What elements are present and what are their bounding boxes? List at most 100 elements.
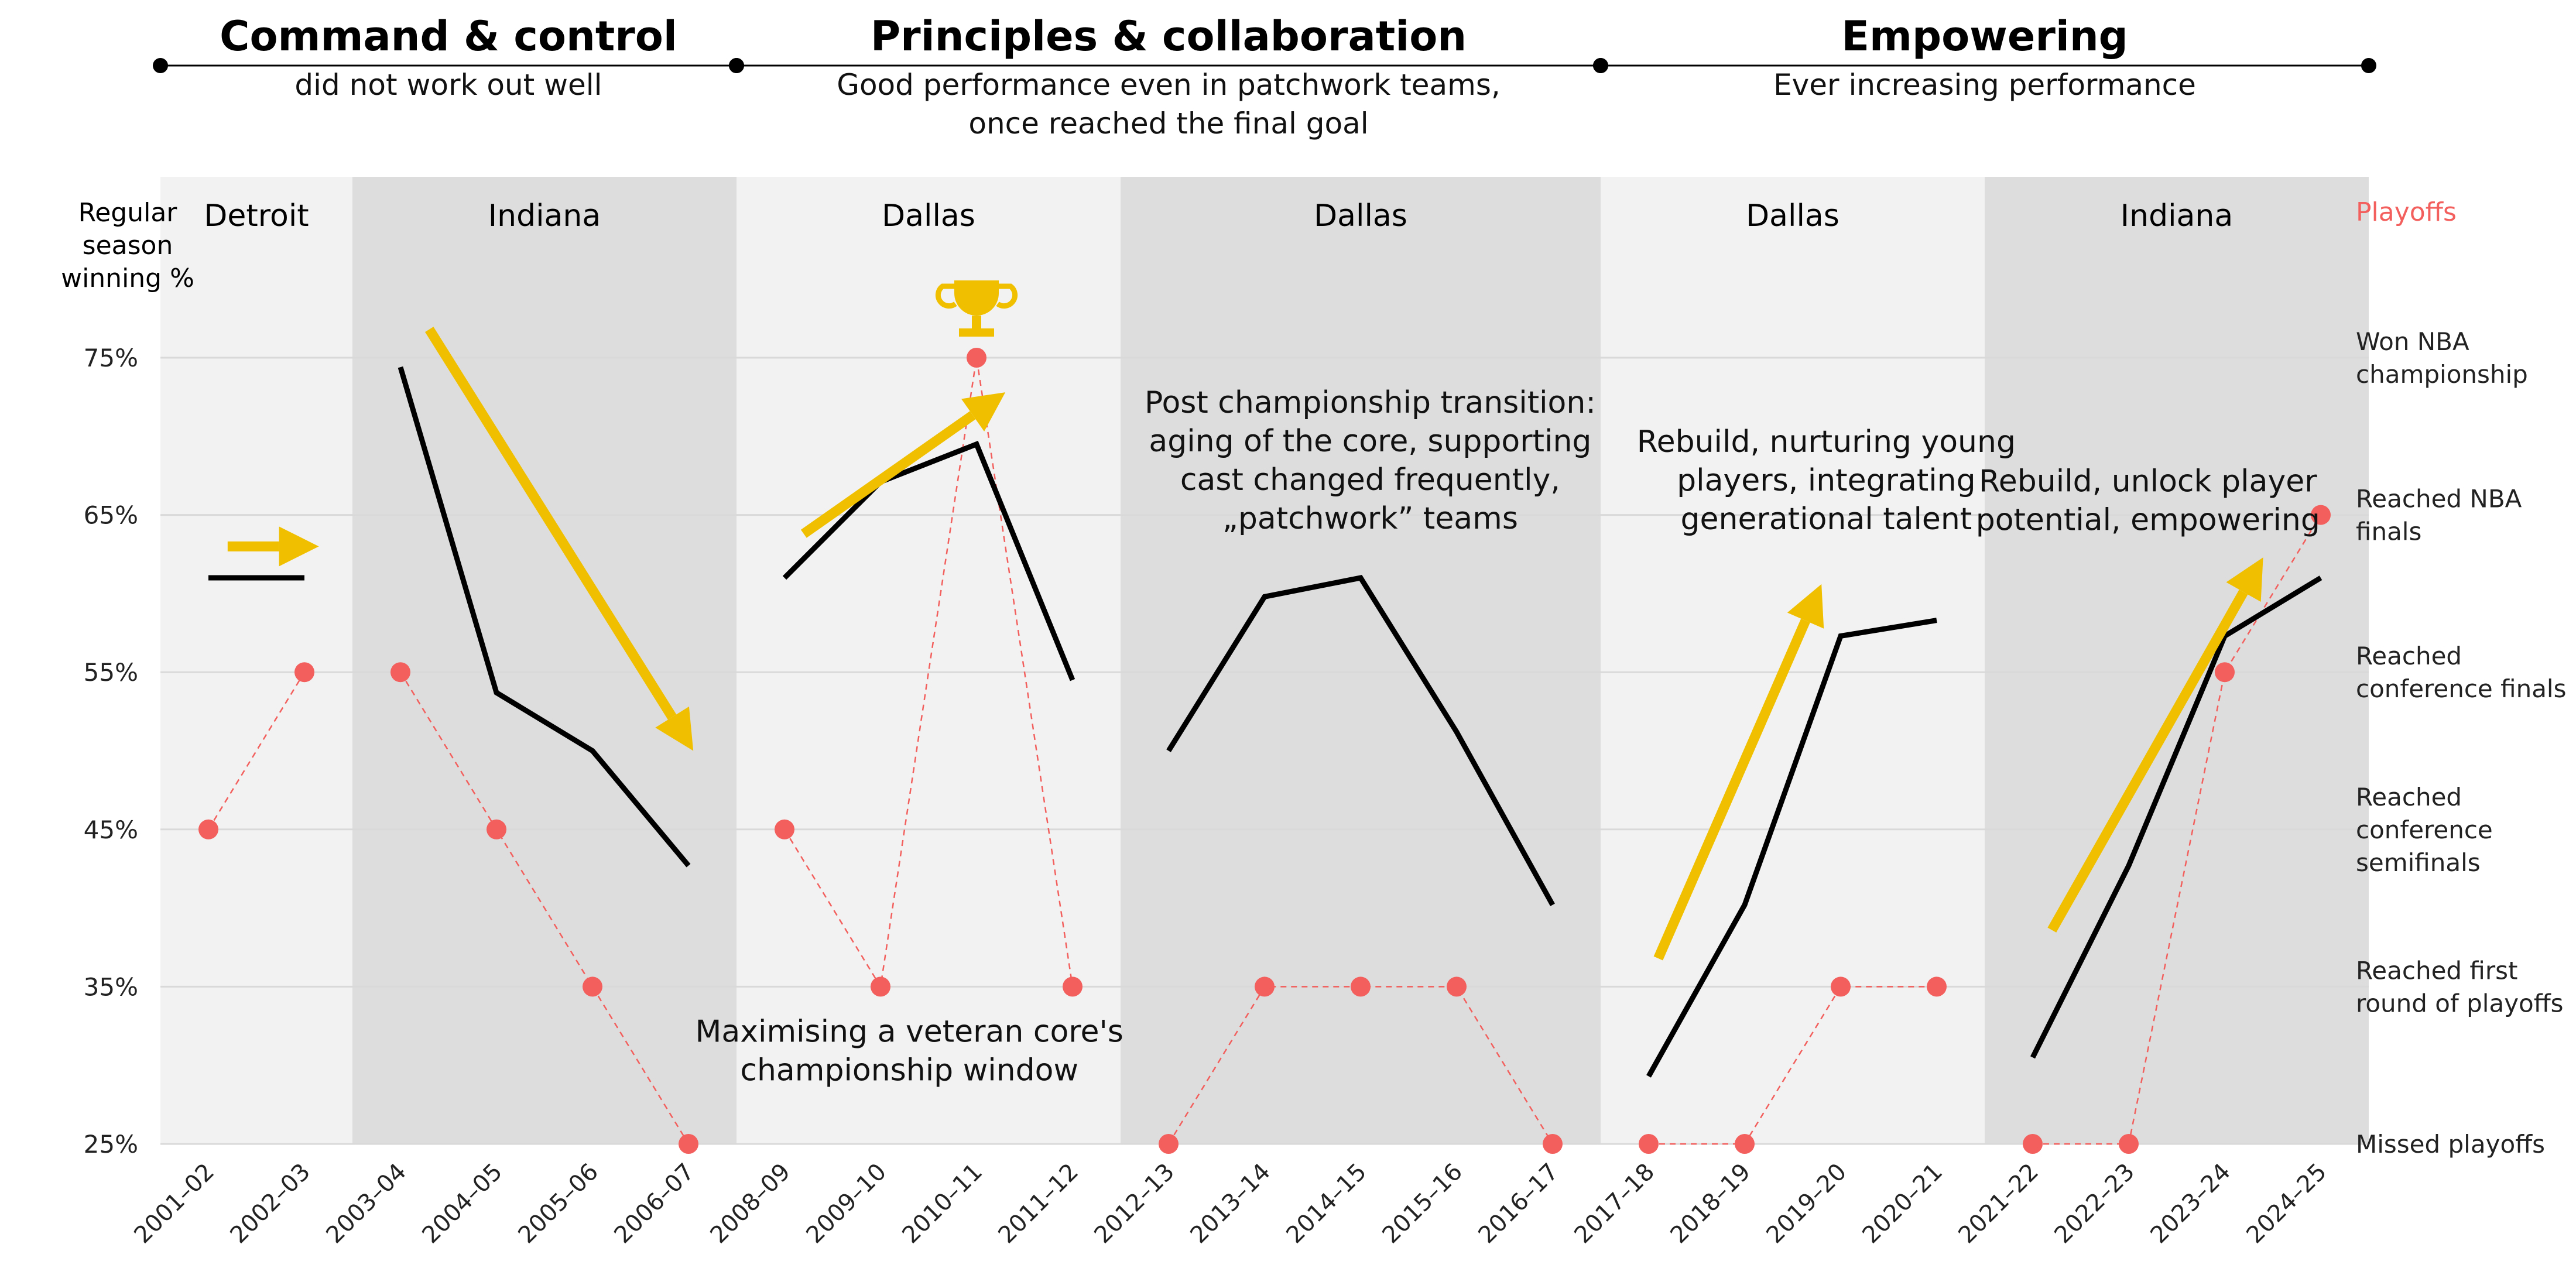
x-tick-label: 2002–03	[225, 1159, 316, 1249]
phase-subtitle: Good performance even in patchwork teams…	[837, 68, 1501, 141]
playoff-point	[1735, 1134, 1755, 1154]
trend-arrow-head	[2226, 557, 2263, 602]
phase-header: Empowering Ever increasing performance	[1593, 12, 2376, 102]
y-tick-label: 55%	[84, 658, 138, 687]
trend-arrow-shaft	[1653, 618, 1810, 961]
playoff-point	[1927, 976, 1947, 997]
regular-season-lines	[208, 366, 2322, 1078]
regular-season-line	[2030, 575, 2322, 1059]
playoff-level-label: Reached conference finals	[2356, 642, 2566, 703]
annotation-line: generational talent	[1681, 502, 1972, 537]
annotation-line: „patchwork” teams	[1222, 501, 1518, 536]
trend-arrow	[227, 526, 319, 567]
team-band	[737, 177, 1121, 1144]
x-tick-label: 2012–13	[1089, 1159, 1180, 1249]
annotation: Maximising a veteran core's championship …	[696, 1014, 1123, 1088]
regular-season-line	[398, 366, 691, 868]
x-tick-label: 2014–15	[1281, 1159, 1372, 1249]
annotation-line: Maximising a veteran core's	[696, 1014, 1123, 1049]
phase-headers: Command & control did not work out well Pr…	[153, 12, 2376, 141]
playoff-connector	[1649, 986, 1937, 1145]
y-tick-label: 75%	[84, 344, 138, 372]
y-axis-left-label-line: Regular	[78, 198, 178, 228]
playoff-level-label: Missed playoffs	[2356, 1130, 2545, 1159]
phase-header: Command & control did not work out well	[153, 12, 744, 102]
playoff-level-label-line: semifinals	[2356, 848, 2481, 877]
playoff-level-label-line: conference	[2356, 815, 2493, 844]
team-label: Dallas	[1314, 198, 1407, 234]
playoff-level-label-line: Reached	[2356, 642, 2462, 670]
x-tick-label: 2015–16	[1377, 1159, 1468, 1249]
annotation-line: championship window	[740, 1053, 1078, 1088]
playoff-point	[2023, 1134, 2043, 1154]
phase-subtitle-line: once reached the final goal	[968, 107, 1368, 141]
x-tick-label: 2020–21	[1857, 1159, 1948, 1249]
team-band	[1121, 177, 1601, 1144]
phase-rule-end	[153, 58, 168, 73]
team-label: Dallas	[1746, 198, 1839, 234]
playoff-point	[1543, 1134, 1563, 1154]
phase-rule-end	[2361, 58, 2376, 73]
y-axis-left-label-line: winning %	[61, 263, 194, 293]
y-axis-right-title: Playoffs	[2356, 197, 2457, 227]
trophy-handle-left	[935, 283, 957, 309]
playoff-level-label-line: round of playoffs	[2356, 989, 2564, 1017]
phase-subtitle-line: did not work out well	[294, 68, 602, 102]
team-band	[352, 177, 737, 1144]
playoff-point	[1447, 976, 1467, 997]
phase-rule-end	[1593, 58, 1608, 73]
playoff-level-label-line: conference finals	[2356, 674, 2566, 703]
regular-season-line	[782, 440, 1075, 681]
x-tick-label: 2010–11	[897, 1159, 988, 1249]
y-axis-left-label-line: season	[83, 231, 173, 261]
x-tick-label: 2001–02	[129, 1159, 220, 1249]
trend-arrow	[2047, 557, 2263, 933]
playoff-point	[294, 662, 314, 683]
playoff-point	[2215, 662, 2235, 683]
trend-arrow-head	[279, 526, 319, 567]
regular-season-line	[1646, 618, 1937, 1078]
trend-arrow-head	[655, 706, 694, 751]
x-tick-label: 2016–17	[1473, 1159, 1564, 1249]
annotation: Post championship transition: aging of th…	[1145, 385, 1596, 536]
phase-title: Principles & collaboration	[871, 12, 1467, 60]
trend-arrow-head	[961, 392, 1006, 431]
playoff-connector	[399, 671, 690, 1145]
playoff-point	[871, 976, 890, 997]
phase-subtitle: did not work out well	[294, 68, 602, 102]
annotation-line: players, integrating	[1677, 463, 1975, 498]
playoff-point	[1831, 976, 1851, 997]
trend-arrow	[1653, 584, 1824, 961]
y-tick-label: 25%	[84, 1130, 138, 1159]
playoff-level-label-line: championship	[2356, 360, 2528, 389]
trend-arrow-shaft	[800, 411, 976, 538]
playoff-level-label-line: Reached NBA	[2356, 485, 2522, 513]
playoff-point	[775, 819, 794, 839]
team-label: Indiana	[488, 198, 601, 234]
team-label: Detroit	[204, 198, 309, 234]
playoff-point	[2119, 1134, 2139, 1154]
trend-arrows	[227, 327, 2263, 961]
x-tick-label: 2005–06	[513, 1159, 604, 1249]
annotation-line: Rebuild, unlock player	[1979, 464, 2317, 499]
annotation-line: Rebuild, nurturing young	[1637, 424, 2016, 460]
playoff-point	[487, 819, 506, 839]
playoff-point	[1159, 1134, 1179, 1154]
trend-arrow	[424, 327, 694, 751]
x-tick-label: 2018–19	[1665, 1159, 1756, 1249]
playoff-connector-lines	[207, 357, 2322, 1145]
annotation-line: aging of the core, supporting	[1149, 424, 1591, 459]
x-tick-label: 2024–25	[2241, 1159, 2332, 1249]
trophy-icon	[935, 280, 1018, 337]
trophy-handle-right	[996, 283, 1018, 309]
annotation-line: Post championship transition:	[1145, 385, 1596, 420]
x-tick-label: 2011–12	[993, 1159, 1084, 1249]
team-labels: Detroit Indiana Dallas Dallas Dallas Indiana	[204, 198, 2233, 234]
annotations: Post championship transition: aging of th…	[696, 385, 2320, 1088]
playoff-point	[198, 819, 218, 839]
playoff-point	[1255, 976, 1275, 997]
annotation-line: potential, empowering	[1976, 502, 2320, 537]
